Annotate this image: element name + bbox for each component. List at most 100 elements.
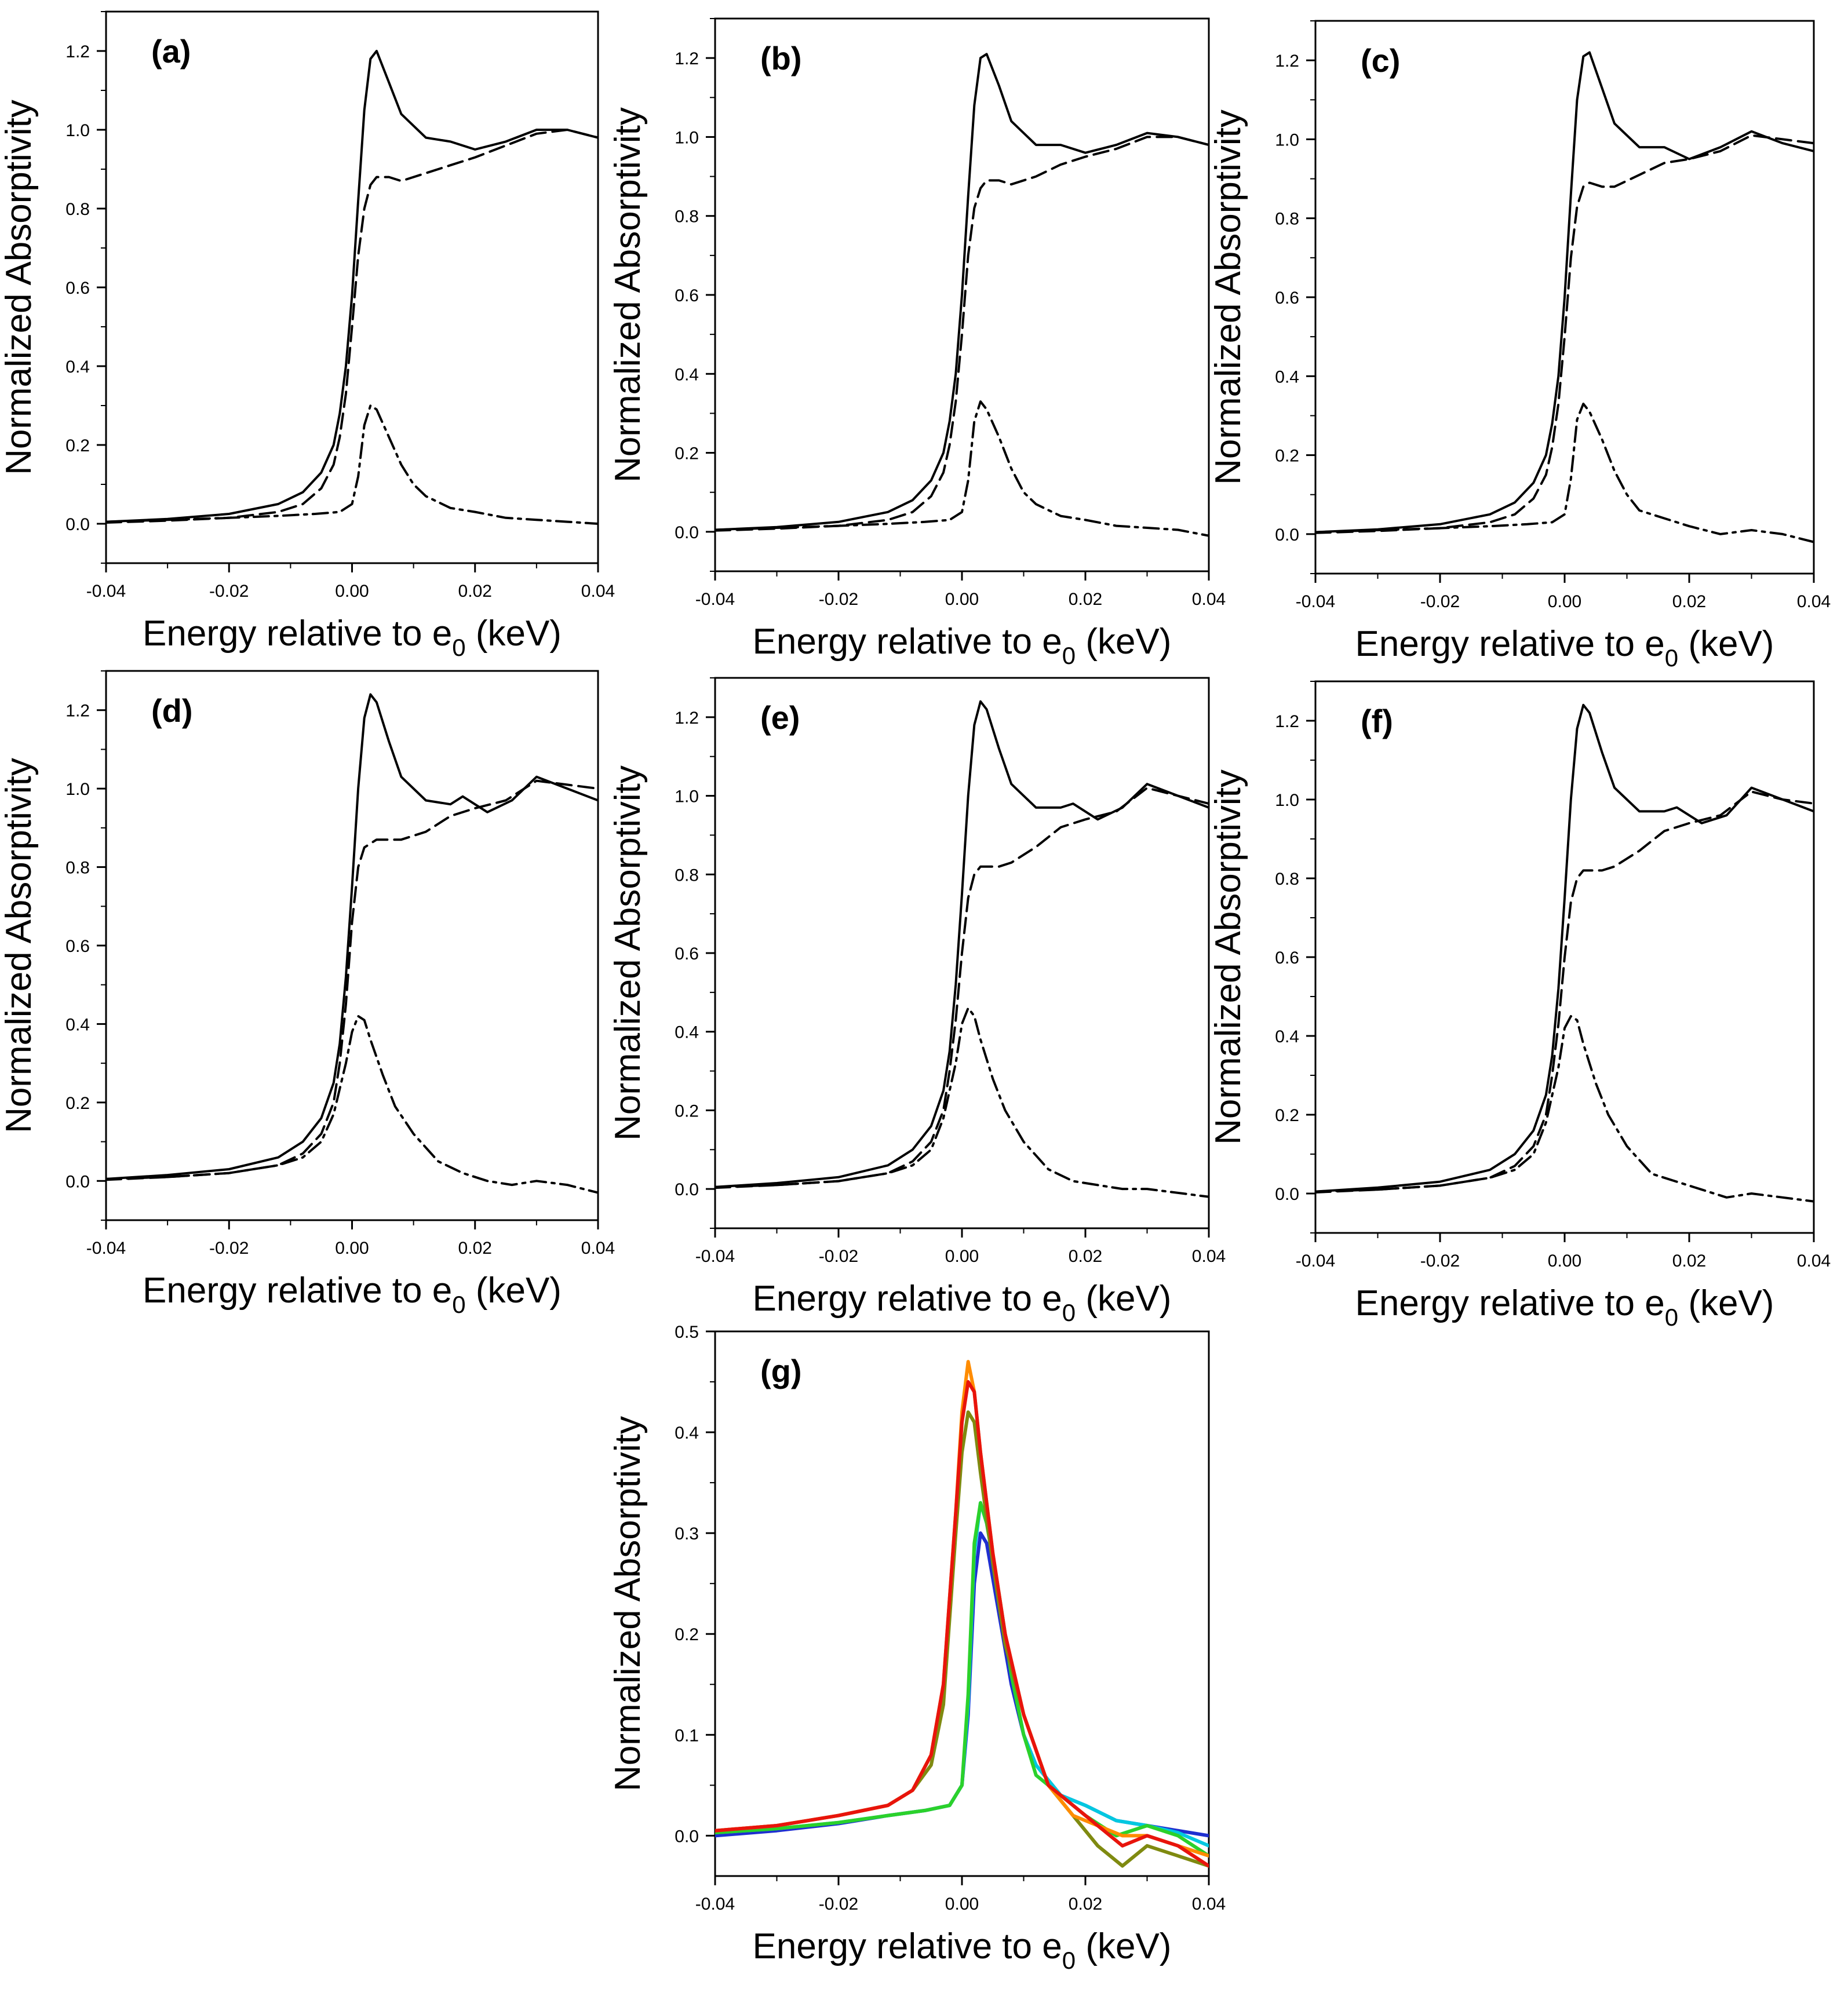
- y-tick-label: 0.8: [65, 200, 90, 219]
- y-axis-title: Normalized Absorptivity: [1208, 769, 1248, 1145]
- x-tick-label: 0.04: [581, 582, 615, 601]
- series-line-solid: [106, 693, 598, 1180]
- y-axis: 0.0 0.2 0.4 0.6 0.8 1.0 1.2: [65, 11, 106, 564]
- y-tick-label: 0.2: [65, 436, 90, 455]
- x-axis: -0.04 -0.02 0.00 0.02 0.04: [695, 1228, 1226, 1266]
- series-line-solid: [106, 50, 598, 523]
- panel-f: -0.04 -0.02 0.00 0.02 0.04 0.0 0.2 0.4 0.6 0.8 1.0…: [1208, 680, 1831, 1331]
- series-line-dashed: [106, 129, 598, 524]
- y-tick-label: 0.0: [65, 1172, 90, 1191]
- x-tick-label: 0.00: [1548, 592, 1581, 611]
- series-line-solid: [715, 53, 1209, 531]
- y-tick-label: 1.0: [65, 780, 90, 799]
- x-axis-title: Energy relative to e0 (keV): [1355, 1283, 1774, 1331]
- x-tick-label: 0.04: [1797, 592, 1831, 611]
- series-line-dashdot: [715, 400, 1209, 537]
- x-tick-label: 0.02: [1069, 1247, 1102, 1266]
- y-tick-label: 0.6: [1275, 289, 1299, 308]
- x-axis-title: Energy relative to e0 (keV): [753, 622, 1172, 669]
- y-tick-label: 0.0: [65, 515, 90, 534]
- x-tick-label: 0.02: [1672, 1251, 1706, 1271]
- x-tick-label: -0.04: [1296, 592, 1335, 611]
- series-line-dashdot: [1315, 1015, 1814, 1203]
- x-tick-label: -0.02: [209, 582, 249, 601]
- series-line-dashdot: [106, 1014, 598, 1194]
- x-tick-label: 0.00: [945, 1247, 979, 1266]
- y-tick-label: 0.2: [675, 1625, 699, 1644]
- x-tick-label: 0.02: [1672, 592, 1706, 611]
- y-tick-label: 0.6: [1275, 948, 1299, 968]
- y-axis: 0.0 0.2 0.4 0.6 0.8 1.0 1.2: [65, 670, 106, 1221]
- panel-label: (e): [760, 699, 800, 736]
- x-axis-title: Energy relative to e0 (keV): [143, 1271, 562, 1318]
- x-tick-label: -0.02: [819, 1247, 858, 1266]
- y-tick-label: 0.0: [675, 1180, 699, 1199]
- x-tick-label: -0.04: [695, 1895, 735, 1914]
- y-tick-label: 0.6: [65, 937, 90, 956]
- y-tick-label: 0.4: [675, 1023, 699, 1042]
- x-tick-label: 0.04: [1192, 590, 1226, 609]
- series-line-color-3: [715, 1501, 1209, 1858]
- y-axis-title: Normalized Absorptivity: [1208, 110, 1248, 485]
- series-line-dashed: [1315, 790, 1814, 1194]
- y-axis: 0.0 0.2 0.4 0.6 0.8 1.0 1.2: [1275, 681, 1315, 1233]
- x-axis: -0.04 -0.02 0.00 0.02 0.04: [86, 1220, 615, 1258]
- y-tick-label: 1.0: [65, 121, 90, 140]
- x-tick-label: 0.04: [1192, 1895, 1226, 1914]
- x-axis: -0.04 -0.02 0.00 0.02 0.04: [695, 571, 1226, 609]
- y-tick-label: 0.8: [675, 207, 699, 227]
- series-line-color-4: [715, 1410, 1209, 1868]
- y-axis-title: Normalized Absorptivity: [0, 758, 39, 1133]
- panel-b: -0.04 -0.02 0.00 0.02 0.04 0.0 0.2 0.4 0.6 0.8 1.0…: [608, 17, 1226, 669]
- y-tick-label: 0.4: [675, 1424, 699, 1443]
- series-line-solid: [1315, 703, 1814, 1193]
- series-line-dashed: [715, 136, 1209, 532]
- panel-a: -0.04 -0.02 0.00 0.02 0.04 0.0 0.2 0.4 0.6 0.8 1.0…: [0, 10, 615, 661]
- x-tick-label: -0.04: [86, 582, 126, 601]
- y-axis: 0.0 0.2 0.4 0.6 0.8 1.0 1.2: [675, 677, 715, 1229]
- x-axis: -0.04 -0.02 0.00 0.02 0.04: [695, 1876, 1226, 1914]
- y-tick-label: 0.2: [65, 1094, 90, 1113]
- x-axis: -0.04 -0.02 0.00 0.02 0.04: [1296, 574, 1831, 611]
- series-line-dashdot: [1315, 403, 1814, 543]
- y-tick-label: 0.1: [675, 1726, 699, 1745]
- y-tick-label: 1.2: [1275, 52, 1299, 71]
- x-tick-label: -0.02: [819, 1895, 858, 1914]
- x-axis-title: Energy relative to e0 (keV): [753, 1279, 1172, 1326]
- y-tick-label: 0.4: [675, 365, 699, 384]
- y-tick-label: 0.6: [675, 944, 699, 964]
- y-tick-label: 0.2: [675, 1101, 699, 1121]
- y-axis: 0.0 0.1 0.2 0.3 0.4 0.5: [675, 1323, 715, 1846]
- y-tick-label: 0.2: [1275, 447, 1299, 466]
- y-tick-label: 1.2: [675, 49, 699, 68]
- x-axis: -0.04 -0.02 0.00 0.02 0.04: [86, 563, 615, 601]
- x-tick-label: -0.04: [86, 1239, 126, 1258]
- y-axis-title: Normalized Absorptivity: [608, 1416, 648, 1791]
- y-tick-label: 0.0: [1275, 525, 1299, 545]
- series-line-color-2: [715, 1501, 1209, 1848]
- y-tick-label: 0.8: [65, 859, 90, 878]
- x-tick-label: 0.02: [1069, 590, 1102, 609]
- x-axis: -0.04 -0.02 0.00 0.02 0.04: [1296, 1233, 1831, 1271]
- x-tick-label: -0.02: [209, 1239, 249, 1258]
- x-tick-label: 0.00: [335, 582, 369, 601]
- y-tick-label: 0.2: [675, 444, 699, 464]
- series-line-dashed: [1315, 134, 1814, 534]
- y-tick-label: 0.0: [675, 1827, 699, 1846]
- y-tick-label: 0.5: [675, 1323, 699, 1342]
- y-tick-label: 0.6: [675, 286, 699, 305]
- x-tick-label: 0.02: [1069, 1895, 1102, 1914]
- panel-label: (a): [151, 33, 191, 70]
- y-axis-title: Normalized Absorptivity: [608, 765, 648, 1141]
- panel-label: (g): [760, 1353, 802, 1389]
- y-tick-label: 0.4: [65, 357, 90, 377]
- series-line-dashed: [715, 787, 1209, 1189]
- y-tick-label: 0.2: [1275, 1106, 1299, 1125]
- x-tick-label: 0.00: [1548, 1251, 1581, 1271]
- x-axis-title: Energy relative to e0 (keV): [1355, 624, 1774, 671]
- y-tick-label: 1.0: [1275, 130, 1299, 149]
- panel-label: (b): [760, 40, 802, 76]
- y-tick-label: 1.2: [675, 709, 699, 728]
- x-axis-title: Energy relative to e0 (keV): [143, 614, 562, 661]
- panel-label: (f): [1361, 703, 1393, 739]
